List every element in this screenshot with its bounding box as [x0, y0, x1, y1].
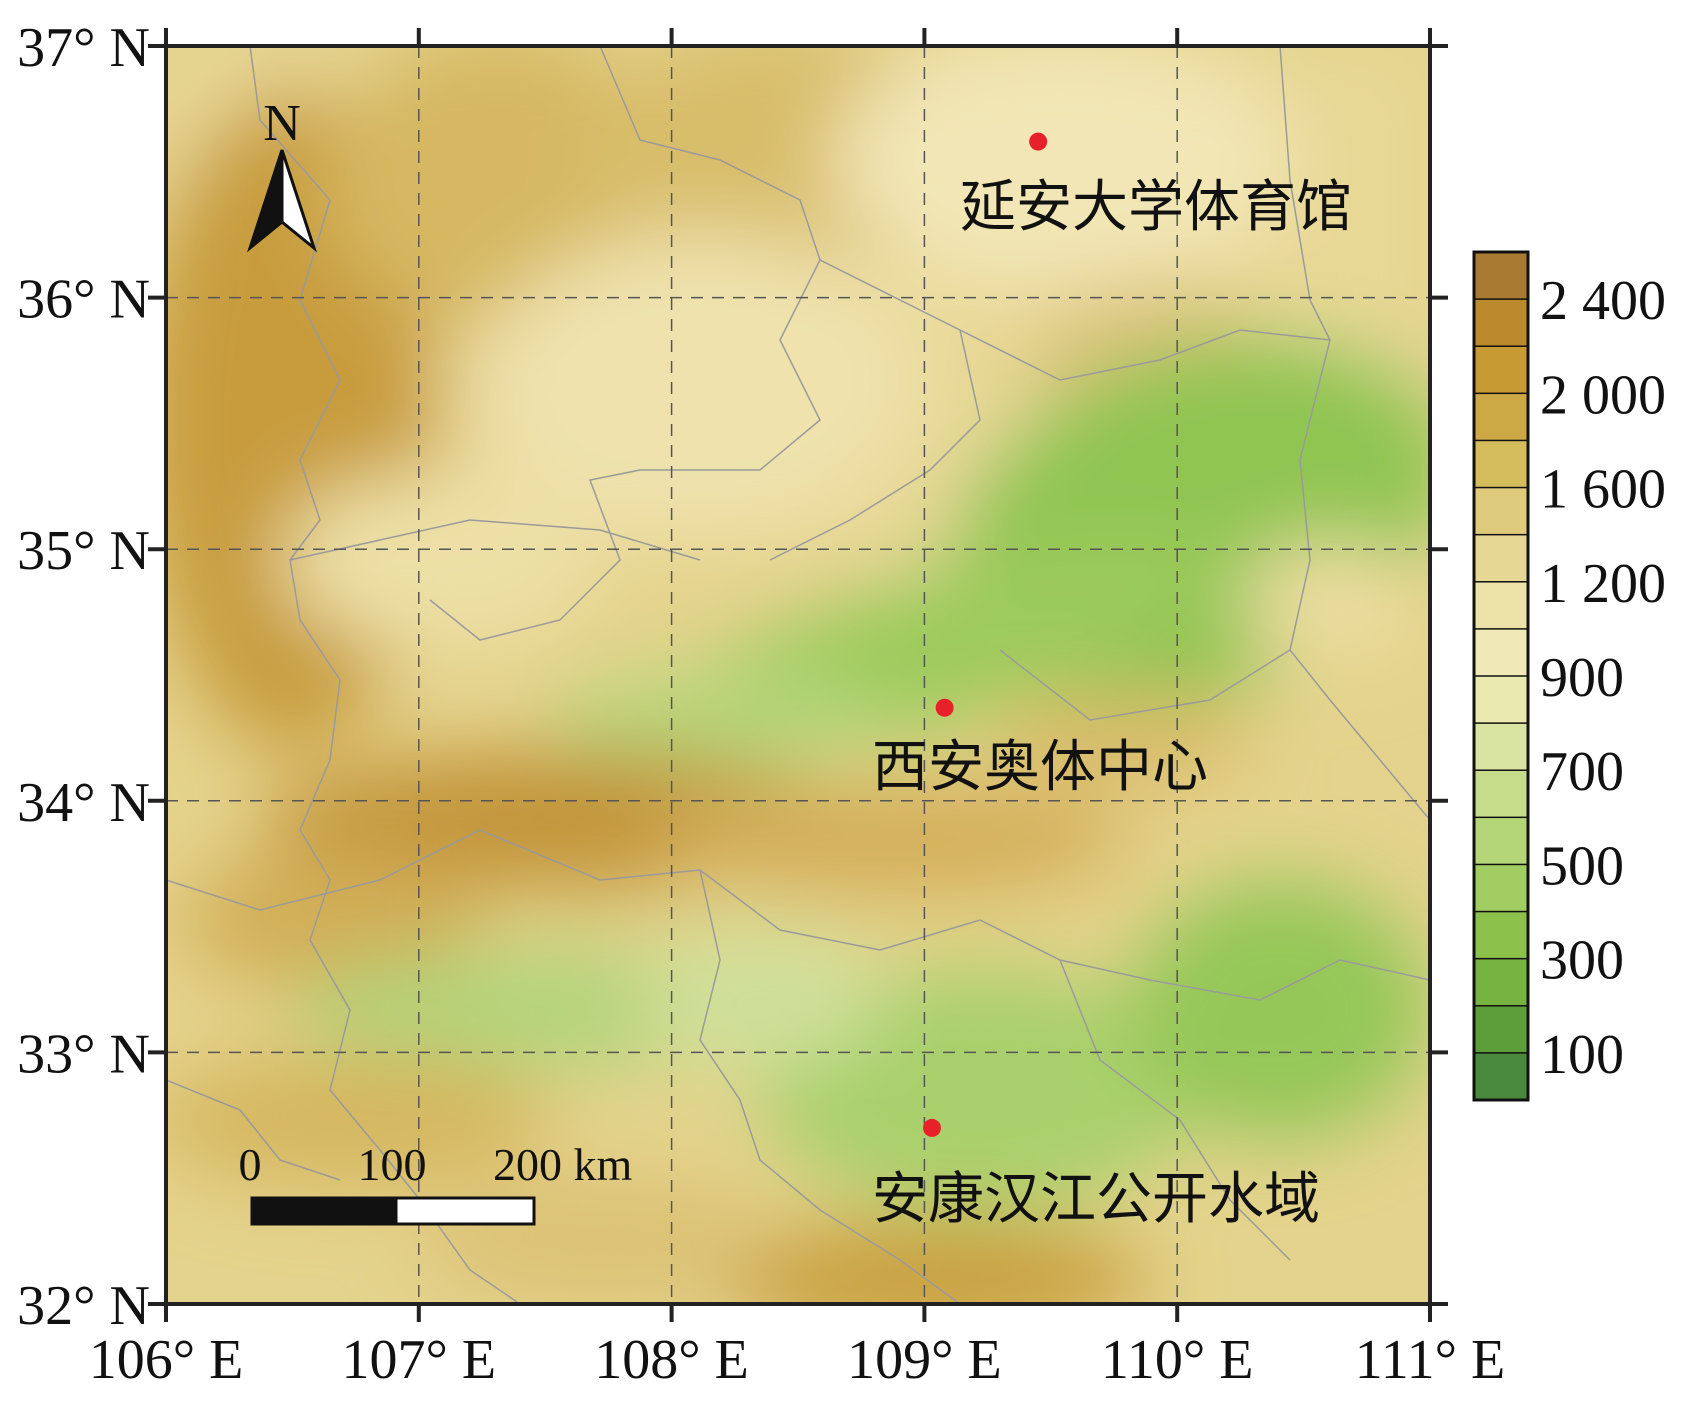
site-label-ankang: 安康汉江公开水域: [872, 1169, 1320, 1231]
lon-tick-label: 111° E: [1355, 1329, 1505, 1391]
lon-tick-label: 107° E: [341, 1329, 496, 1391]
scale-bar-black-segment: [250, 1196, 398, 1226]
colorbar-bin: [1473, 769, 1529, 819]
colorbar-label: 100: [1540, 1024, 1624, 1086]
colorbar-bin: [1473, 1052, 1529, 1102]
colorbar-label: 2 000: [1540, 364, 1666, 426]
lat-tick-label: 33° N: [17, 1023, 150, 1085]
colorbar-bin: [1473, 581, 1529, 631]
scale-label-200: 200 km: [493, 1139, 633, 1190]
elevation-colorbar: [1472, 250, 1530, 1102]
colorbar-bin: [1473, 910, 1529, 960]
colorbar-label: 1 200: [1540, 553, 1666, 615]
colorbar-bin: [1473, 251, 1529, 301]
terrain-raster: [166, 46, 1430, 1304]
site-markers: [922, 132, 1048, 1137]
north-arrow-icon: [246, 149, 318, 253]
colorbar-bin: [1473, 675, 1529, 725]
colorbar-bin: [1473, 628, 1529, 678]
colorbar-label: 300: [1540, 930, 1624, 992]
colorbar-bin: [1473, 439, 1529, 489]
scale-bar-white-segment: [394, 1196, 536, 1226]
north-arrow-label: N: [263, 95, 301, 152]
site-label-yanan: 延安大学体育馆: [960, 177, 1352, 239]
site-marker: [922, 1118, 941, 1137]
longitude-axis: 106° E 107° E 108° E 109° E 110° E 111° E: [89, 28, 1505, 1391]
lon-tick-label: 109° E: [847, 1329, 1002, 1391]
lat-tick-label: 34° N: [17, 772, 150, 834]
site-label-xian: 西安奥体中心: [872, 737, 1208, 799]
scale-bar: 0 100 200 km: [239, 1139, 633, 1226]
colorbar-label: 500: [1540, 835, 1624, 897]
colorbar-bin: [1473, 533, 1529, 584]
colorbar-bin: [1473, 863, 1529, 913]
colorbar-label: 2 400: [1540, 270, 1666, 332]
colorbar-bin: [1473, 722, 1529, 772]
colorbar-labels: 2 400 2 000 1 600 1 200 900 700 500 300 100: [1540, 270, 1666, 1086]
colorbar-bin: [1473, 816, 1529, 866]
site-marker: [1029, 132, 1048, 151]
colorbar-frame: [1472, 250, 1530, 1102]
lon-tick-label: 110° E: [1101, 1329, 1254, 1391]
site-marker: [935, 698, 954, 717]
lat-tick-label: 32° N: [17, 1275, 150, 1337]
colorbar-bin: [1473, 1005, 1529, 1055]
scale-label-100: 100: [358, 1139, 427, 1190]
lat-tick-label: 37° N: [17, 17, 150, 79]
map-frame: [164, 44, 1432, 1306]
colorbar-bin: [1473, 298, 1529, 348]
boundary-lines: [166, 46, 1430, 1304]
north-arrow: N: [246, 95, 318, 253]
colorbar-bin: [1473, 345, 1529, 395]
colorbar-label: 1 600: [1540, 459, 1666, 521]
colorbar-bin: [1473, 392, 1529, 442]
scale-label-0: 0: [239, 1139, 262, 1190]
latitude-axis: 37° N 36° N 35° N 34° N 33° N 32° N: [17, 17, 1448, 1337]
colorbar-bin: [1473, 957, 1529, 1008]
colorbar-bin: [1473, 486, 1529, 536]
lat-tick-label: 36° N: [17, 269, 150, 331]
lon-tick-label: 108° E: [594, 1329, 749, 1391]
lon-tick-label: 106° E: [89, 1329, 244, 1391]
lat-tick-label: 35° N: [17, 520, 150, 582]
graticule: [166, 46, 1430, 1304]
colorbar-label: 700: [1540, 741, 1624, 803]
colorbar-label: 900: [1540, 647, 1624, 709]
